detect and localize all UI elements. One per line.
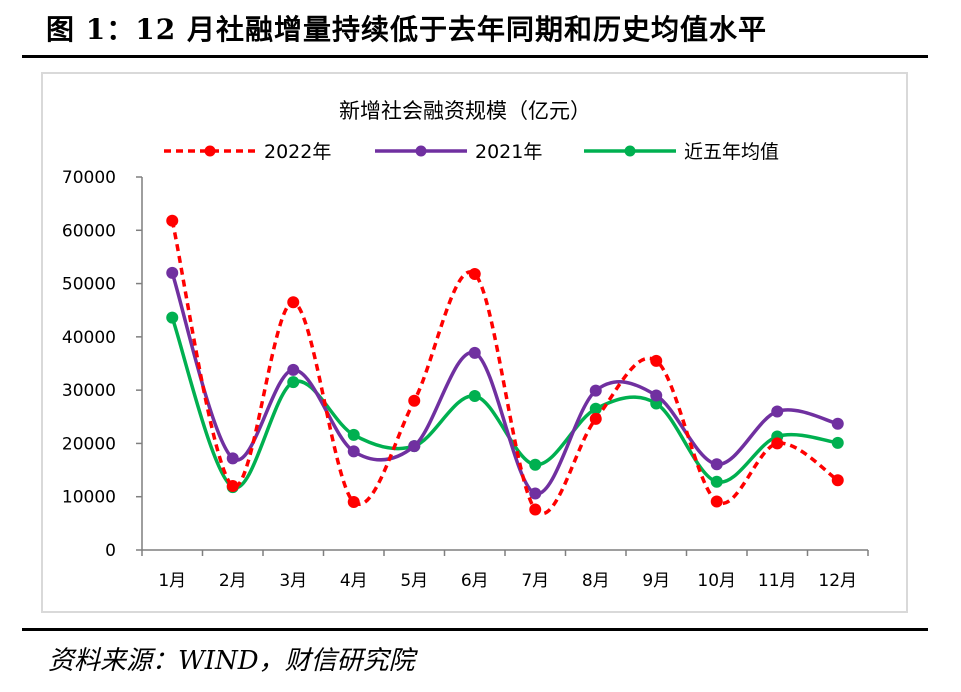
data-point xyxy=(347,496,360,509)
series-1 xyxy=(166,266,844,500)
x-tick-label: 6月 xyxy=(461,571,489,591)
x-tick-label: 3月 xyxy=(279,571,307,591)
data-point xyxy=(468,390,481,403)
data-point xyxy=(771,437,784,450)
x-tick-label: 9月 xyxy=(642,571,670,591)
data-point xyxy=(347,428,360,441)
series-0 xyxy=(166,214,844,516)
data-point xyxy=(710,495,723,508)
y-tick-label: 30000 xyxy=(62,381,116,401)
x-tick-label: 7月 xyxy=(521,571,549,591)
bottom-rule xyxy=(22,628,928,631)
data-point xyxy=(166,311,179,324)
data-point xyxy=(831,417,844,430)
x-tick-label: 5月 xyxy=(400,571,428,591)
x-tick-label: 1月 xyxy=(158,571,186,591)
data-point xyxy=(468,346,481,359)
y-tick-label: 50000 xyxy=(62,275,116,295)
chart-legend: 2022年 2021年 近五年均值 xyxy=(164,141,779,163)
x-tick-label: 4月 xyxy=(340,571,368,591)
data-point xyxy=(408,440,421,453)
x-tick-label: 2月 xyxy=(219,571,247,591)
legend-marker xyxy=(624,145,636,157)
legend-entry: 2021年 xyxy=(375,141,542,163)
data-point xyxy=(589,412,602,425)
data-point xyxy=(166,214,179,227)
data-point xyxy=(529,487,542,500)
legend-entry: 2022年 xyxy=(164,141,331,163)
top-rule xyxy=(22,55,928,58)
chart-axes: 0 10000 20000 30000 40000 50000 60000 70000 1月 2月… xyxy=(62,168,869,591)
data-point xyxy=(831,474,844,487)
legend-marker xyxy=(204,145,216,157)
data-point xyxy=(589,384,602,397)
series-2 xyxy=(166,311,844,494)
legend-marker xyxy=(415,145,427,157)
data-point xyxy=(529,458,542,471)
chart-title: 新增社会融资规模（亿元） xyxy=(339,99,591,123)
legend-label: 2022年 xyxy=(264,141,331,163)
legend-entry: 近五年均值 xyxy=(584,141,779,163)
data-point xyxy=(347,445,360,458)
data-point xyxy=(589,402,602,415)
series-line xyxy=(170,220,839,515)
data-point xyxy=(650,354,663,367)
y-tick-label: 20000 xyxy=(62,434,116,454)
legend-label: 2021年 xyxy=(475,141,542,163)
x-tick-label: 11月 xyxy=(758,571,797,591)
x-tick-label: 10月 xyxy=(697,571,736,591)
data-point xyxy=(468,267,481,280)
x-tick-label: 12月 xyxy=(818,571,857,591)
data-point xyxy=(226,452,239,465)
y-tick-label: 10000 xyxy=(62,488,116,508)
y-tick-label: 60000 xyxy=(62,221,116,241)
x-tick-label: 8月 xyxy=(582,571,610,591)
legend-label: 近五年均值 xyxy=(684,141,779,163)
data-point xyxy=(408,394,421,407)
y-tick-label: 70000 xyxy=(62,168,116,188)
data-point xyxy=(166,266,179,279)
chart-frame xyxy=(41,72,908,613)
data-point xyxy=(287,363,300,376)
data-point xyxy=(226,480,239,493)
data-point xyxy=(771,405,784,418)
data-point xyxy=(650,389,663,402)
data-point xyxy=(287,376,300,389)
source-note: 资料来源：WIND，财信研究院 xyxy=(48,646,415,676)
data-point xyxy=(529,503,542,516)
figure-title: 图 1：12 月社融增量持续低于去年同期和历史均值水平 xyxy=(46,13,767,46)
series-layer xyxy=(166,214,844,516)
data-point xyxy=(710,458,723,471)
data-point xyxy=(710,475,723,488)
y-tick-label: 0 xyxy=(105,541,116,561)
data-point xyxy=(287,296,300,309)
data-point xyxy=(831,436,844,449)
y-tick-label: 40000 xyxy=(62,328,116,348)
